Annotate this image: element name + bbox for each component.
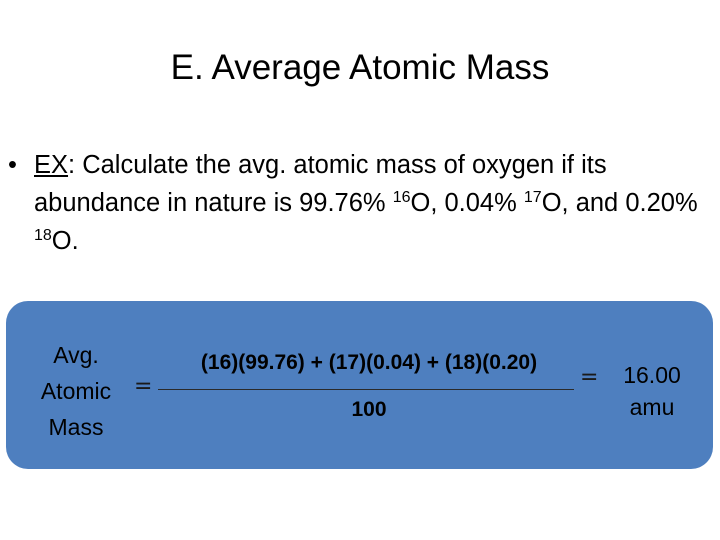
bullet-dot: • bbox=[8, 151, 17, 179]
slide-title: E. Average Atomic Mass bbox=[170, 48, 550, 87]
bullet-text-part-3: O, and 0.20% bbox=[541, 189, 698, 217]
fraction-denominator: 100 bbox=[351, 398, 387, 421]
isotope-17-superscript: 17 bbox=[523, 189, 542, 206]
isotope-16-superscript: 16 bbox=[392, 189, 411, 206]
lhs-line-avg: Avg. bbox=[53, 342, 99, 368]
bullet-text-part-4: O. bbox=[51, 227, 79, 255]
bullet-point: • EX: Calculate the avg. atomic mass of … bbox=[8, 146, 708, 260]
result-unit: amu bbox=[629, 394, 675, 420]
bullet-text: EX: Calculate the avg. atomic mass of ox… bbox=[34, 146, 708, 260]
equals-sign-2: = bbox=[580, 365, 599, 390]
equation-lhs: Avg. Atomic Mass bbox=[20, 337, 132, 445]
fraction-bar bbox=[158, 389, 574, 390]
bullet-text-part-1: : Calculate the avg. atomic mass of oxyg… bbox=[34, 151, 607, 217]
lhs-line-mass: Mass bbox=[48, 414, 104, 440]
lhs-line-atomic: Atomic bbox=[40, 378, 112, 404]
equation-panel: Avg. Atomic Mass = (16)(99.76) + (17)(0.… bbox=[6, 301, 713, 469]
example-label: EX bbox=[34, 151, 69, 179]
result-value: 16.00 bbox=[623, 362, 681, 388]
fraction-numerator: (16)(99.76) + (17)(0.04) + (18)(0.20) bbox=[200, 351, 538, 374]
isotope-18-superscript: 18 bbox=[34, 227, 52, 244]
bullet-text-part-2: O, 0.04% bbox=[410, 189, 524, 217]
equals-sign-1: = bbox=[134, 374, 153, 399]
equation-result: 16.00 amu bbox=[606, 359, 698, 423]
